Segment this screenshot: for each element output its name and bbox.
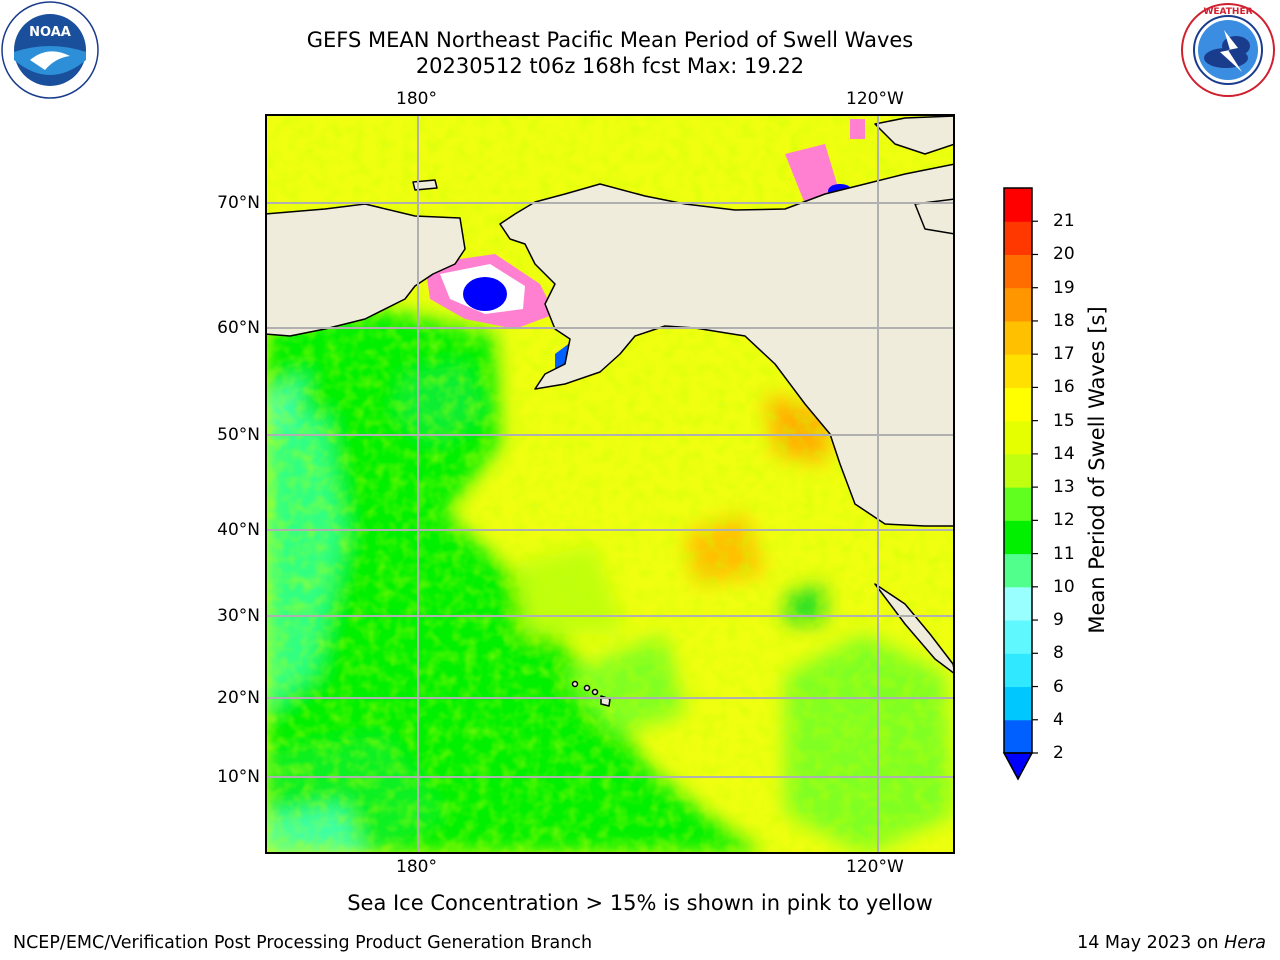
colorbar-tick-label: 2 [1053, 743, 1064, 763]
colorbar-title: Mean Period of Swell Waves [s] [1085, 306, 1109, 634]
colorbar-segment [1004, 653, 1032, 688]
colorbar-segment [1004, 553, 1032, 588]
footer-host: Hera [1224, 933, 1266, 953]
colorbar-segment [1004, 354, 1032, 388]
colorbar-frame [1003, 187, 1033, 754]
lat-label-30n: 30°N [217, 606, 260, 626]
colorbar-segment [1004, 387, 1032, 422]
colorbar-tick-label: 15 [1053, 410, 1075, 431]
colorbar-tick-label: 14 [1053, 443, 1075, 464]
colorbar-segment [1004, 221, 1032, 255]
colorbar-extend-arrow [1002, 752, 1034, 781]
lat-label-20n: 20°N [217, 688, 260, 708]
colorbar-segment [1004, 620, 1032, 654]
footer-branch: NCEP/EMC/Verification Post Processing Pr… [13, 933, 593, 953]
colorbar-segment [1004, 686, 1032, 721]
colorbar-segment [1004, 188, 1032, 222]
colorbar-tick-label: 18 [1053, 310, 1075, 331]
noaa-logo: NOAA [1, 1, 99, 99]
colorbar-segment [1004, 520, 1032, 555]
lat-label-60n: 60°N [217, 318, 260, 338]
colorbar-tick-label: 13 [1053, 477, 1075, 498]
colorbar-segment [1004, 453, 1032, 488]
colorbar-tick-label: 8 [1053, 643, 1064, 664]
colorbar-tick-label: 11 [1053, 543, 1075, 564]
colorbar-tick-label: 4 [1053, 709, 1064, 730]
chart-subtitle: 20230512 t06z 168h fcst Max: 19.22 [415, 54, 805, 78]
colorbar-tick-label: 6 [1053, 676, 1064, 697]
colorbar-tick-label: 20 [1053, 244, 1075, 265]
sea-ice-region [425, 119, 865, 384]
map-gridlines [265, 114, 955, 854]
lat-label-70n: 70°N [217, 193, 260, 213]
colorbar-segment [1004, 420, 1032, 455]
lat-label-10n: 10°N [217, 767, 260, 787]
colorbar-tick-label: 9 [1053, 610, 1064, 631]
colorbar-segment [1004, 254, 1032, 289]
sea-ice-caption: Sea Ice Concentration > 15% is shown in … [347, 891, 933, 915]
colorbar-tick-label: 17 [1053, 344, 1075, 365]
colorbar-segment [1004, 487, 1032, 521]
nws-logo: WEATHER [1181, 3, 1275, 97]
svg-text:NOAA: NOAA [29, 25, 71, 40]
lat-label-50n: 50°N [217, 425, 260, 445]
footer-date-host: 14 May 2023 on Hera [1077, 933, 1266, 953]
footer-date: 14 May 2023 on [1077, 933, 1225, 953]
colorbar [1002, 187, 1038, 781]
colorbar-tick-label: 19 [1053, 277, 1075, 298]
colorbar-tick-label: 10 [1053, 576, 1075, 597]
svg-text:WEATHER: WEATHER [1203, 7, 1252, 17]
colorbar-tick-label: 21 [1053, 211, 1075, 232]
lat-label-40n: 40°N [217, 520, 260, 540]
lon-label-120w-top: 120°W [846, 89, 904, 109]
lon-label-120w-bottom: 120°W [846, 857, 904, 877]
colorbar-tick-label: 12 [1053, 510, 1075, 531]
colorbar-segment [1004, 586, 1032, 621]
chart-title: GEFS MEAN Northeast Pacific Mean Period … [306, 28, 914, 52]
map-frame [265, 114, 955, 854]
lon-label-180-top: 180° [396, 89, 437, 109]
colorbar-segment [1004, 287, 1032, 322]
map-plot [265, 114, 955, 854]
colorbar-segment [1004, 719, 1032, 754]
colorbar-segment [1004, 320, 1032, 355]
lon-label-180-bottom: 180° [396, 857, 437, 877]
colorbar-tick-label: 16 [1053, 377, 1075, 398]
